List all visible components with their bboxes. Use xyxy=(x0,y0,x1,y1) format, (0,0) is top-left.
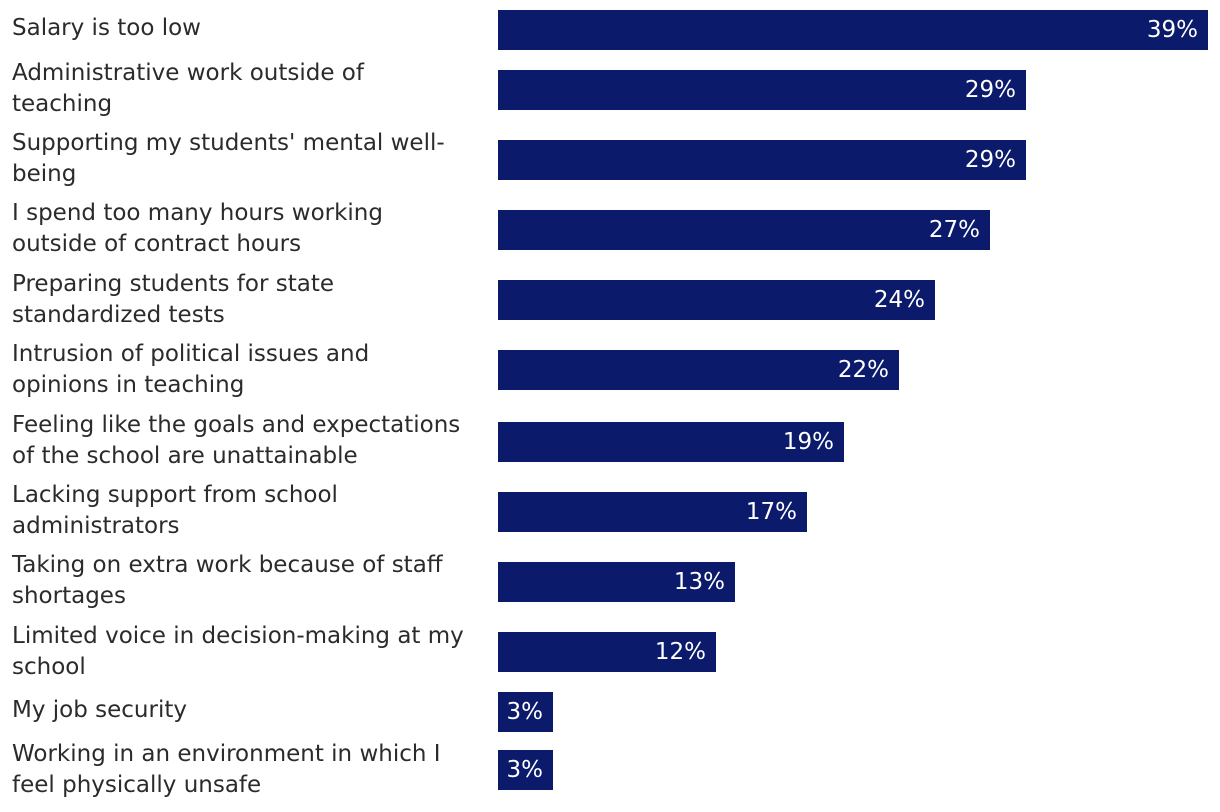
data-label: 22% xyxy=(837,357,889,383)
bar xyxy=(498,750,553,790)
category-label: Preparing students for state standardize… xyxy=(12,271,335,328)
data-label: 12% xyxy=(654,639,706,665)
data-label: 19% xyxy=(782,429,834,455)
bar xyxy=(498,632,716,672)
bar xyxy=(498,70,1026,110)
data-label: 3% xyxy=(506,699,544,725)
data-label: 13% xyxy=(673,569,725,595)
category-label: Limited voice in decision-making at my s… xyxy=(12,623,464,680)
category-label: Intrusion of political issues and opinio… xyxy=(12,341,370,398)
category-label: Supporting my students' mental well- bei… xyxy=(12,130,445,187)
bar xyxy=(498,10,1208,50)
bar xyxy=(498,350,899,390)
data-label: 17% xyxy=(745,499,797,525)
category-label: Feeling like the goals and expectations … xyxy=(12,412,461,469)
data-label: 27% xyxy=(928,217,980,243)
category-label: Administrative work outside of teaching xyxy=(12,60,364,117)
bar xyxy=(498,280,935,320)
data-label: 29% xyxy=(964,77,1016,103)
category-label: Working in an environment in which I fee… xyxy=(12,741,441,798)
bar xyxy=(498,492,807,532)
bar xyxy=(498,692,553,732)
bar xyxy=(498,562,735,602)
data-label: 29% xyxy=(964,147,1016,173)
category-label: Taking on extra work because of staff sh… xyxy=(12,552,443,609)
category-label: Salary is too low xyxy=(12,15,201,41)
data-label: 3% xyxy=(506,757,544,783)
data-label: 24% xyxy=(873,287,925,313)
bar xyxy=(498,210,990,250)
category-label: Lacking support from school administrato… xyxy=(12,482,338,539)
category-label: My job security xyxy=(12,697,187,723)
bar xyxy=(498,422,844,462)
category-label: I spend too many hours working outside o… xyxy=(12,200,383,257)
bar xyxy=(498,140,1026,180)
data-label: 39% xyxy=(1146,17,1198,43)
